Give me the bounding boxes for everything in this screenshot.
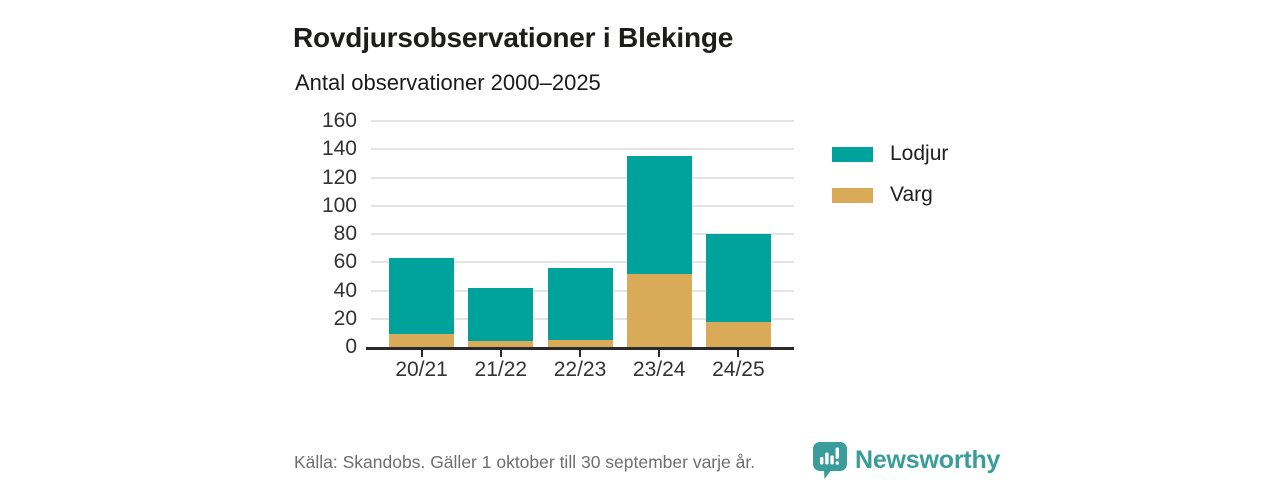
bar-segment-lodjur — [705, 234, 771, 322]
x-tick-label: 21/22 — [474, 358, 528, 381]
bar-group-24/25 — [705, 234, 771, 347]
gridline — [371, 148, 794, 151]
bar-segment-varg — [468, 341, 534, 347]
newsworthy-logo-icon — [813, 442, 847, 479]
bar-segment-lodjur — [468, 287, 534, 342]
x-tick-label: 22/23 — [553, 358, 607, 381]
y-tick-label: 140 — [321, 137, 357, 161]
gridline — [371, 176, 794, 179]
bar-group-22/23 — [547, 267, 613, 347]
brand-lockup: Newsworthy — [813, 442, 1000, 479]
y-tick-label: 100 — [321, 193, 357, 217]
x-tick-label: 24/25 — [712, 358, 765, 381]
gridline — [371, 261, 794, 264]
bar-segment-lodjur — [389, 258, 455, 335]
legend-label-varg: Varg — [890, 183, 933, 206]
chart-subtitle: Antal observationer 2000–2025 — [295, 70, 601, 95]
y-tick-label: 0 — [345, 335, 357, 358]
bar-group-20/21 — [389, 258, 455, 347]
bar-segment-varg — [547, 339, 613, 347]
bar-segment-varg — [626, 273, 692, 347]
y-tick-label: 80 — [333, 222, 357, 245]
x-axis-tick — [420, 350, 423, 357]
gridline — [371, 204, 794, 207]
source-note: Källa: Skandobs. Gäller 1 oktober till 3… — [294, 452, 756, 472]
bar-segment-varg — [389, 334, 455, 347]
x-axis-labels: 20/21 21/22 22/23 23/24 24/25 — [366, 358, 794, 386]
legend: Lodjur Varg — [832, 142, 948, 224]
bar-group-23/24 — [626, 156, 692, 347]
gridline — [371, 120, 794, 122]
gridline — [371, 233, 794, 235]
bar-segment-lodjur — [547, 267, 613, 340]
bar-segment-lodjur — [626, 156, 692, 274]
legend-swatch-lodjur — [832, 146, 873, 162]
x-axis-tick — [737, 350, 740, 357]
x-tick-label: 23/24 — [632, 358, 686, 381]
y-tick-label: 60 — [333, 250, 357, 274]
y-tick-label: 40 — [333, 278, 357, 302]
y-tick-label: 160 — [321, 109, 357, 132]
x-axis-tick — [499, 350, 502, 357]
plot-area — [366, 120, 794, 350]
x-tick-label: 20/21 — [395, 358, 448, 381]
y-tick-label: 20 — [333, 306, 357, 330]
bar-group-21/22 — [468, 287, 534, 347]
x-axis-tick — [658, 350, 661, 357]
x-axis-ticks — [366, 350, 794, 358]
brand-name: Newsworthy — [855, 446, 1001, 474]
chart-title: Rovdjursobservationer i Blekinge — [293, 21, 734, 53]
legend-item-lodjur: Lodjur — [832, 142, 948, 166]
x-axis-tick — [579, 350, 581, 357]
legend-label-lodjur: Lodjur — [890, 142, 949, 165]
legend-swatch-varg — [832, 187, 873, 203]
y-axis-labels: 0 20 40 60 80 100 120 140 160 — [275, 109, 357, 358]
legend-item-varg: Varg — [832, 183, 948, 207]
y-tick-label: 120 — [321, 165, 357, 189]
bar-segment-varg — [705, 321, 771, 347]
